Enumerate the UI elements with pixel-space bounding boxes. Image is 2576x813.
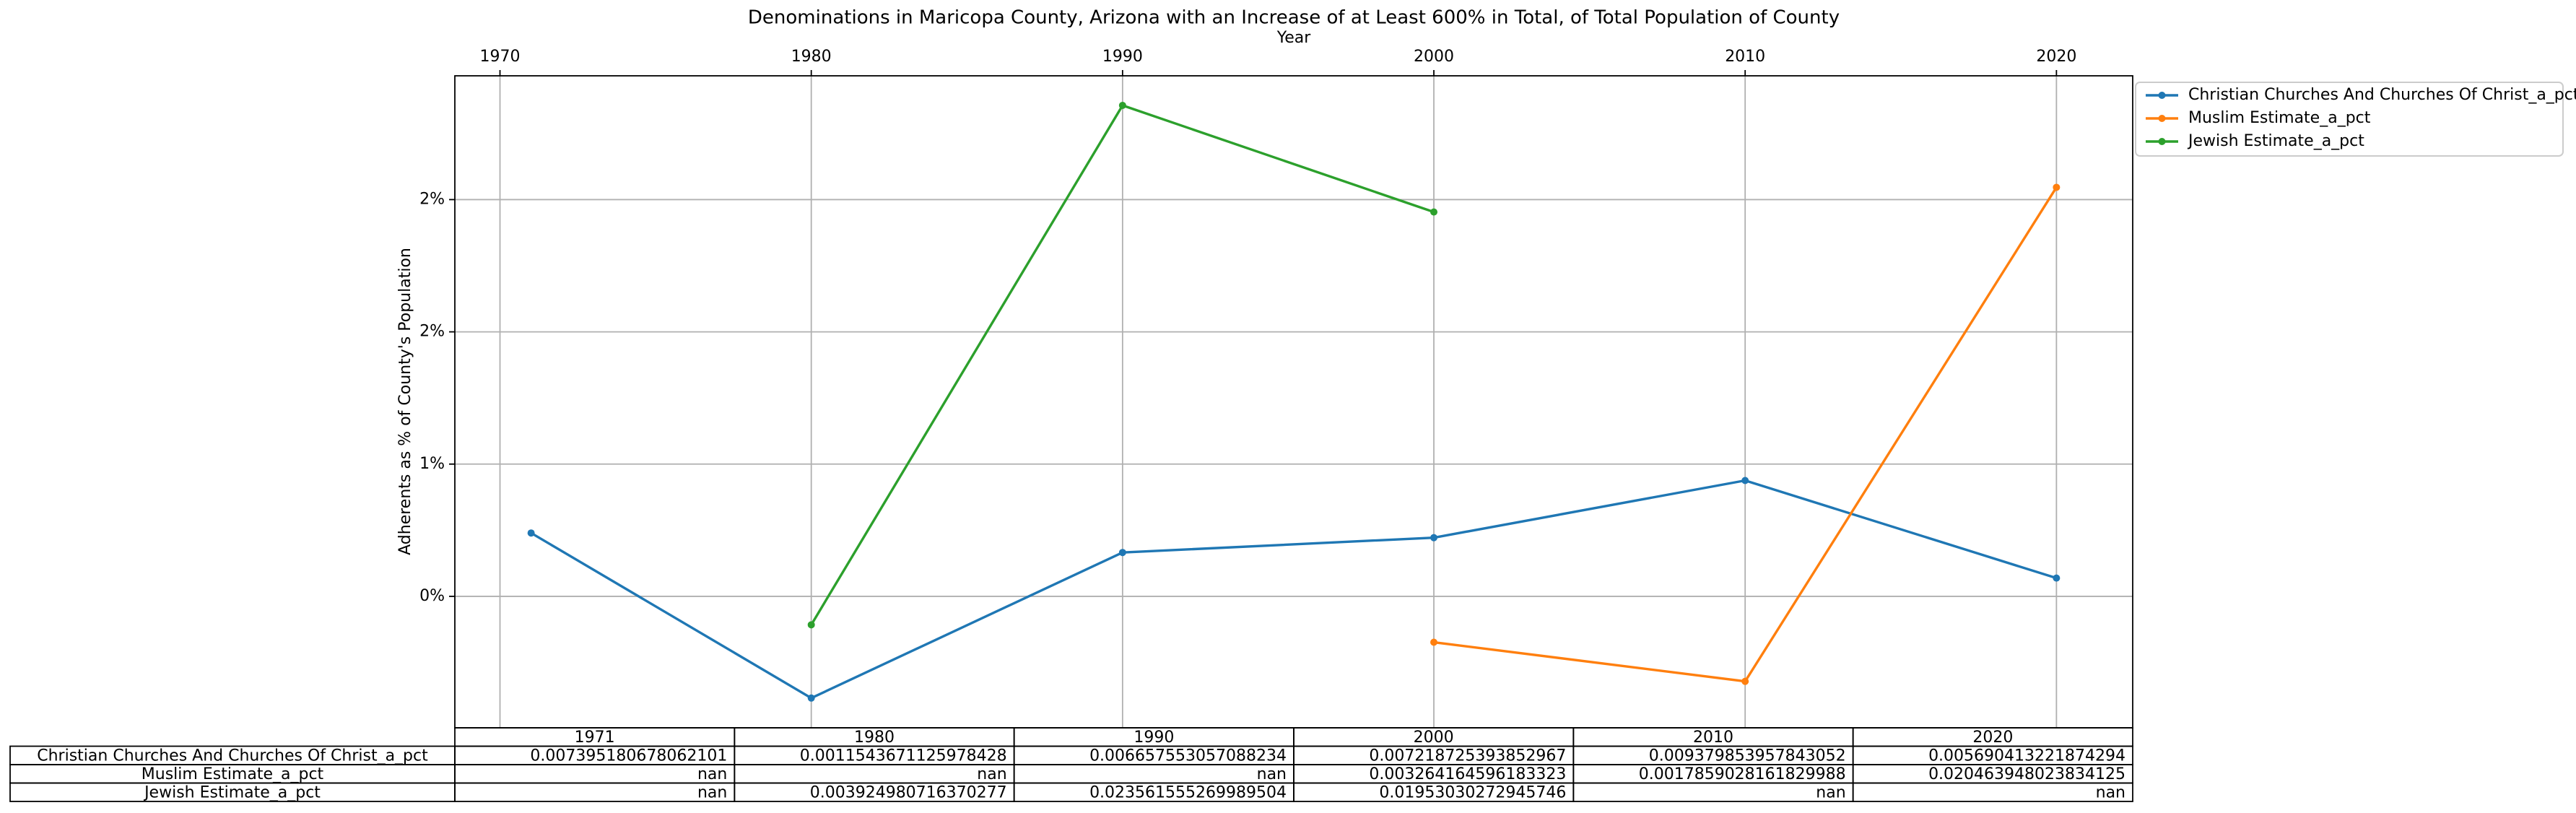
table-cell: [1852, 782, 2133, 802]
table-column-header: 2010: [1693, 729, 1733, 747]
table-cell: [734, 764, 1015, 784]
table-cell-text: 0.0011543671125978428: [800, 747, 1007, 765]
legend-marker: [2158, 115, 2166, 122]
series-line: [530, 479, 2057, 700]
x-tick-label: 2020: [2036, 48, 2076, 66]
table-column-header: 1990: [1133, 729, 1174, 747]
table-column-header: 1980: [854, 729, 895, 747]
table-row-label: Jewish Estimate_a_pct: [143, 783, 321, 801]
table-cell: [1013, 764, 1294, 784]
data-point: [807, 694, 815, 702]
table-cell-text: nan: [697, 765, 727, 783]
table-cell-text: 0.020463948023834125: [1928, 765, 2125, 783]
table-cell: [1572, 782, 1854, 802]
table-cell-text: 0.023561555269989504: [1089, 783, 1287, 801]
plot-frame: [454, 75, 2133, 729]
legend-box: [2135, 82, 2564, 157]
table-cell-text: 0.009379853957843052: [1649, 747, 1846, 765]
chart-title: Denominations in Maricopa County, Arizon…: [748, 7, 1840, 29]
table-cell-text: nan: [2096, 783, 2125, 801]
table-cell-text: 0.003924980716370277: [810, 783, 1007, 801]
table-cell-text: 0.01953030272945746: [1379, 783, 1566, 801]
table-cell: [454, 782, 736, 802]
table-cell-text: nan: [1816, 783, 1845, 801]
legend-label: Christian Churches And Churches Of Chris…: [2188, 86, 2576, 104]
data-point: [1430, 208, 1438, 216]
x-tick-label: 2010: [1725, 48, 1765, 66]
table-row-label: Christian Churches And Churches Of Chris…: [37, 747, 428, 765]
x-tick-label: 1980: [791, 48, 832, 66]
table-cell-text: 0.006657553057088234: [1089, 747, 1287, 765]
table-column-header: 2020: [1972, 729, 2013, 747]
table-cell-text: nan: [1257, 765, 1287, 783]
table-cell: [454, 764, 736, 784]
table-cell-text: nan: [977, 765, 1006, 783]
data-point: [1430, 638, 1438, 646]
data-point: [1118, 549, 1126, 557]
legend-label: Jewish Estimate_a_pct: [2187, 132, 2364, 150]
table-cell-text: 0.005690413221874294: [1928, 747, 2125, 765]
data-point: [527, 529, 535, 537]
data-point: [2053, 183, 2061, 191]
data-point: [807, 621, 815, 629]
table-column-header: 1971: [575, 729, 615, 747]
x-axis-label: Year: [1276, 29, 1312, 47]
table-column-header: 2000: [1414, 729, 1454, 747]
table-cell-text: 0.007218725393852967: [1369, 747, 1566, 765]
data-point: [1430, 534, 1438, 542]
y-tick-label: 2%: [419, 190, 445, 208]
data-point: [1741, 477, 1749, 484]
x-tick-label: 1990: [1102, 48, 1143, 66]
data-point: [1741, 677, 1749, 685]
y-axis-label: Adherents as % of County's Population: [396, 248, 414, 555]
legend-marker: [2158, 92, 2166, 99]
table-row-label: Muslim Estimate_a_pct: [142, 765, 324, 783]
table-cell-text: 0.003264164596183323: [1369, 765, 1566, 783]
data-point: [2053, 574, 2061, 582]
y-tick-label: 0%: [419, 587, 445, 605]
table-cell-text: nan: [697, 783, 727, 801]
x-tick-label: 2000: [1414, 48, 1454, 66]
x-tick-label: 1970: [480, 48, 521, 66]
table-cell-text: 0.007395180678062101: [530, 747, 727, 765]
data-point: [1118, 101, 1126, 109]
y-tick-label: 2%: [419, 323, 445, 341]
legend-label: Muslim Estimate_a_pct: [2188, 109, 2371, 127]
legend-marker: [2158, 138, 2166, 145]
table-cell-text: 0.0017859028161829988: [1639, 765, 1846, 783]
y-tick-label: 1%: [419, 455, 445, 473]
